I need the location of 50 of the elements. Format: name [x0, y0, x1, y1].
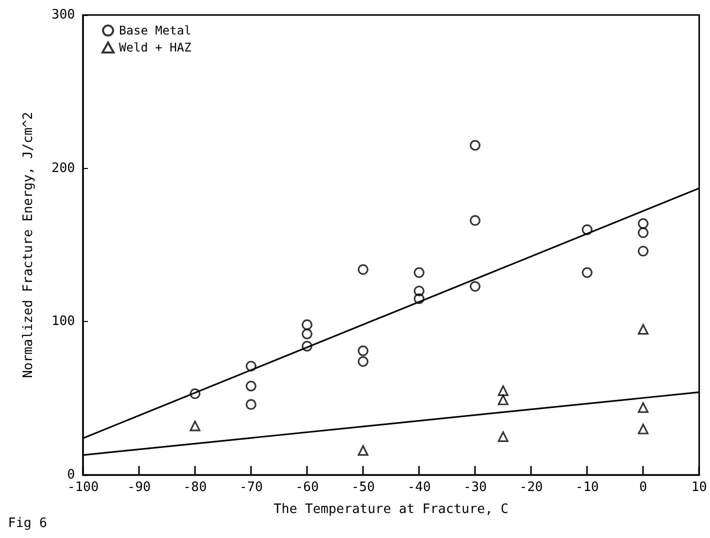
x-tick-label: -30 — [463, 480, 487, 495]
x-tick-label: -90 — [127, 480, 151, 495]
point — [358, 356, 368, 367]
caption: Fig 6 — [8, 516, 48, 531]
point — [638, 424, 648, 434]
point — [498, 385, 508, 396]
point — [358, 445, 368, 456]
point — [302, 328, 312, 340]
x-tick-label: -60 — [295, 480, 319, 495]
x-axis-title: The Temperature at Fracture, C — [274, 502, 508, 517]
y-tick-label: 300 — [52, 8, 75, 22]
point — [470, 140, 480, 151]
x-tick-label: -80 — [183, 480, 207, 495]
point — [414, 293, 424, 304]
point — [358, 346, 368, 356]
point — [582, 224, 592, 235]
point — [246, 399, 256, 410]
x-tick-label: -40 — [407, 480, 431, 495]
y-tick-label: 200 — [52, 160, 75, 176]
point — [190, 420, 200, 432]
y-tick-label: 0 — [67, 468, 75, 482]
point — [302, 319, 312, 330]
x-tick-label: -100 — [67, 480, 99, 495]
point — [470, 281, 480, 292]
x-tick-label: -10 — [575, 480, 599, 495]
x-tick-label: 10 — [691, 480, 707, 495]
x-tick-label: -20 — [519, 480, 543, 495]
point — [638, 227, 648, 238]
point — [246, 360, 256, 372]
point — [414, 286, 424, 296]
point — [582, 267, 592, 278]
point — [302, 340, 312, 352]
legend-label: Weld + HAZ — [119, 40, 192, 54]
y-axis-title: Normalized Fracture Energy, J/cm^2 — [21, 112, 36, 378]
legend-label: Base Metal — [119, 24, 192, 38]
x-tick-label: -50 — [351, 480, 375, 495]
point — [638, 324, 648, 335]
y-tick-label: 100 — [52, 314, 75, 330]
point — [638, 218, 648, 229]
x-tick-label: 0 — [639, 480, 648, 495]
point — [498, 431, 508, 442]
point — [190, 388, 200, 400]
point — [638, 402, 648, 413]
point — [414, 267, 424, 278]
point — [498, 394, 508, 406]
x-tick-label: -70 — [239, 480, 263, 495]
point — [470, 215, 480, 226]
point — [358, 264, 368, 275]
point — [246, 380, 256, 392]
point — [638, 246, 648, 256]
